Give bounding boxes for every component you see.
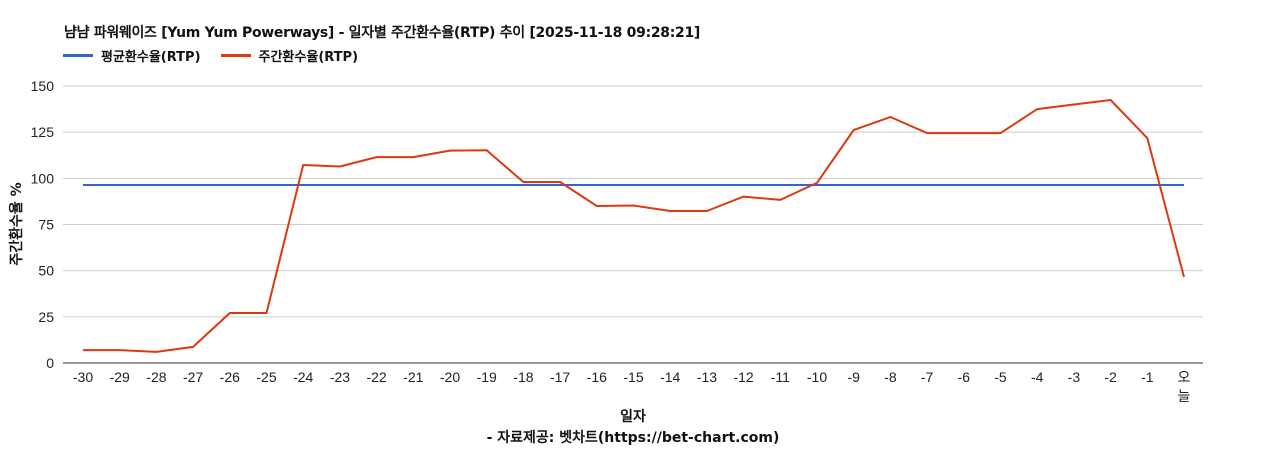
- legend: 평균환수율(RTP) 주간환수율(RTP): [63, 46, 378, 65]
- x-tick-label: -23: [330, 369, 350, 385]
- legend-item-average-rtp[interactable]: 평균환수율(RTP): [63, 46, 201, 65]
- x-tick-label: -4: [1031, 369, 1044, 385]
- x-tick-label: -2: [1104, 369, 1117, 385]
- x-tick-label: -19: [477, 369, 497, 385]
- x-tick-label: -5: [994, 369, 1007, 385]
- y-tick-label: 125: [31, 124, 55, 140]
- x-tick-label: -26: [220, 369, 240, 385]
- x-tick-label: -29: [110, 369, 130, 385]
- weekly-rtp-line[interactable]: [83, 99, 1185, 353]
- x-tick-label: 늘: [1178, 388, 1191, 404]
- x-tick-label: -25: [256, 369, 276, 385]
- x-tick-label: -10: [807, 369, 827, 385]
- x-tick-label: 오: [1178, 369, 1191, 385]
- x-tick-label: -27: [183, 369, 203, 385]
- y-tick-label: 25: [38, 309, 54, 325]
- x-tick-label: -11: [771, 369, 790, 385]
- x-axis-title: 일자: [620, 409, 646, 425]
- x-tick-label: -30: [73, 369, 93, 385]
- x-tick-label: -6: [958, 369, 971, 385]
- gridlines: [63, 85, 1203, 364]
- y-tick-label: 50: [38, 263, 54, 279]
- x-tick-label: -20: [440, 369, 460, 385]
- y-tick-label: 0: [46, 355, 54, 371]
- x-axis-ticks: -30 -29 -28 -27 -26 -25 -24 -23 -22 -21 -20 -19 -18 -…: [73, 369, 1191, 404]
- x-tick-label: -8: [884, 369, 897, 385]
- x-tick-label: -24: [293, 369, 313, 385]
- x-tick-label: -17: [550, 369, 570, 385]
- y-tick-label: 75: [38, 217, 54, 233]
- y-axis-title: 주간환수율 %: [8, 182, 25, 265]
- x-tick-label: -7: [921, 369, 934, 385]
- x-tick-label: -18: [513, 369, 533, 385]
- x-tick-label: -14: [660, 369, 680, 385]
- y-tick-label: 100: [31, 170, 55, 186]
- x-tick-label: -9: [847, 369, 860, 385]
- x-tick-label: -1: [1141, 369, 1154, 385]
- legend-swatch-weekly-icon: [220, 54, 251, 57]
- y-tick-label: 150: [31, 78, 55, 94]
- legend-label: 주간환수율(RTP): [258, 50, 359, 65]
- chart-title: 냠냠 파워웨이즈 [Yum Yum Powerways] - 일자별 주간환수율…: [64, 25, 701, 41]
- source-credit: - 자료제공: 벳차트(https://bet-chart.com): [487, 429, 780, 446]
- legend-label: 평균환수율(RTP): [101, 50, 201, 65]
- x-tick-label: -12: [733, 369, 753, 385]
- legend-item-weekly-rtp[interactable]: 주간환수율(RTP): [220, 46, 359, 65]
- x-tick-label: -16: [587, 369, 607, 385]
- y-axis-ticks: 0 25 50 75 100 125 150: [31, 78, 55, 371]
- x-tick-label: -3: [1068, 369, 1081, 385]
- x-tick-label: -15: [623, 369, 643, 385]
- series-lines: [83, 99, 1185, 353]
- x-tick-label: -28: [146, 369, 166, 385]
- x-tick-label: -13: [697, 369, 717, 385]
- x-tick-label: -21: [403, 369, 423, 385]
- legend-swatch-average-icon: [63, 54, 93, 57]
- x-tick-label: -22: [366, 369, 386, 385]
